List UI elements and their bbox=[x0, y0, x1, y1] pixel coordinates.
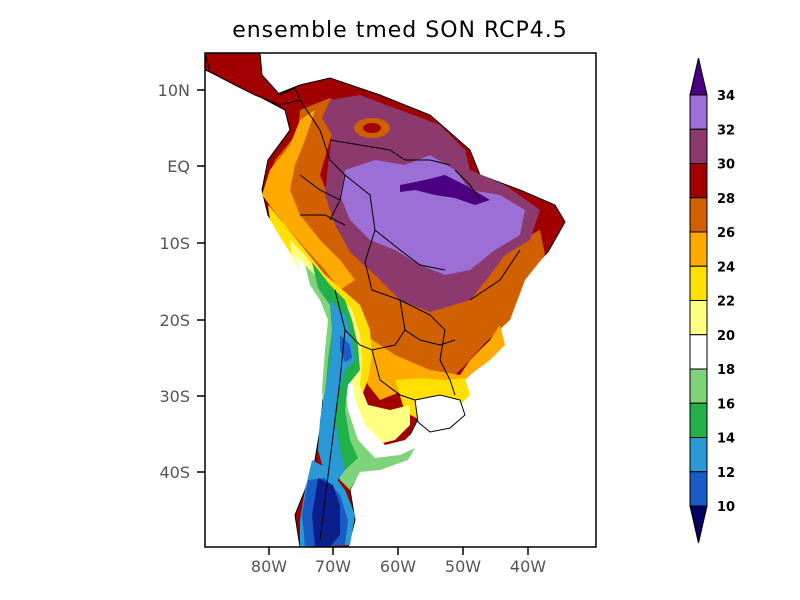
colorbar-label: 28 bbox=[717, 192, 735, 207]
colorbar-label: 22 bbox=[717, 295, 735, 310]
colorbar-label: 20 bbox=[717, 329, 735, 344]
colorbar-label: 10 bbox=[717, 500, 735, 515]
colorbar-box bbox=[689, 471, 708, 507]
colorbar-label: 18 bbox=[717, 363, 735, 378]
map-title: ensemble tmed SON RCP4.5 bbox=[232, 18, 568, 43]
colorbar-box bbox=[689, 334, 708, 370]
colorbar-under-arrow bbox=[689, 505, 708, 544]
colorbar: 34 32 30 28 26 24 22 20 18 16 14 12 10 bbox=[689, 57, 735, 544]
colorbar-box bbox=[689, 368, 708, 404]
contour-10-12 bbox=[340, 335, 352, 362]
map-frame bbox=[204, 52, 597, 548]
colorbar-label: 24 bbox=[717, 260, 735, 275]
colorbar-box bbox=[689, 265, 708, 301]
contour-above-34 bbox=[400, 175, 490, 205]
colorbar-label: 34 bbox=[717, 89, 735, 104]
colorbar-label: 16 bbox=[717, 397, 735, 412]
lat-tick-label: 10N bbox=[158, 81, 190, 100]
contour-below-10 bbox=[312, 478, 340, 547]
lon-tick-label: 80W bbox=[251, 557, 287, 576]
colorbar-box bbox=[689, 197, 708, 233]
lat-tick-label: EQ bbox=[167, 157, 190, 176]
lon-tick-label: 40W bbox=[510, 557, 546, 576]
lon-tick-label: 60W bbox=[380, 557, 416, 576]
colorbar-label: 26 bbox=[717, 226, 735, 241]
colorbar-label: 30 bbox=[717, 158, 735, 173]
country-borders bbox=[299, 99, 521, 541]
colorbar-box bbox=[689, 437, 708, 473]
colorbar-box bbox=[689, 402, 708, 438]
map-plot-area bbox=[205, 53, 596, 547]
colorbar-label: 32 bbox=[717, 123, 735, 138]
colorbar-label: 12 bbox=[717, 466, 735, 481]
lon-tick-label: 70W bbox=[315, 557, 351, 576]
longitude-axis: 80W 70W 60W 50W 40W bbox=[251, 547, 546, 576]
colorbar-box bbox=[689, 300, 708, 336]
contour-32-34 bbox=[340, 155, 525, 275]
lat-tick-label: 30S bbox=[159, 387, 190, 406]
lat-tick-label: 10S bbox=[159, 234, 190, 253]
latitude-axis: 10N EQ 10S 20S 30S 40S bbox=[158, 81, 205, 482]
lat-tick-label: 20S bbox=[159, 311, 190, 330]
colorbar-label: 14 bbox=[717, 432, 735, 447]
colorbar-over-arrow bbox=[689, 57, 708, 96]
colorbar-box bbox=[689, 231, 708, 267]
red-spot-venezuela bbox=[363, 123, 381, 133]
uruguay-region bbox=[414, 394, 466, 433]
contour-24-26 bbox=[262, 110, 355, 290]
colorbar-box bbox=[689, 94, 708, 130]
lon-tick-label: 50W bbox=[445, 557, 481, 576]
colorbar-box bbox=[689, 128, 708, 164]
colorbar-box bbox=[689, 163, 708, 199]
lat-tick-label: 40S bbox=[159, 463, 190, 482]
